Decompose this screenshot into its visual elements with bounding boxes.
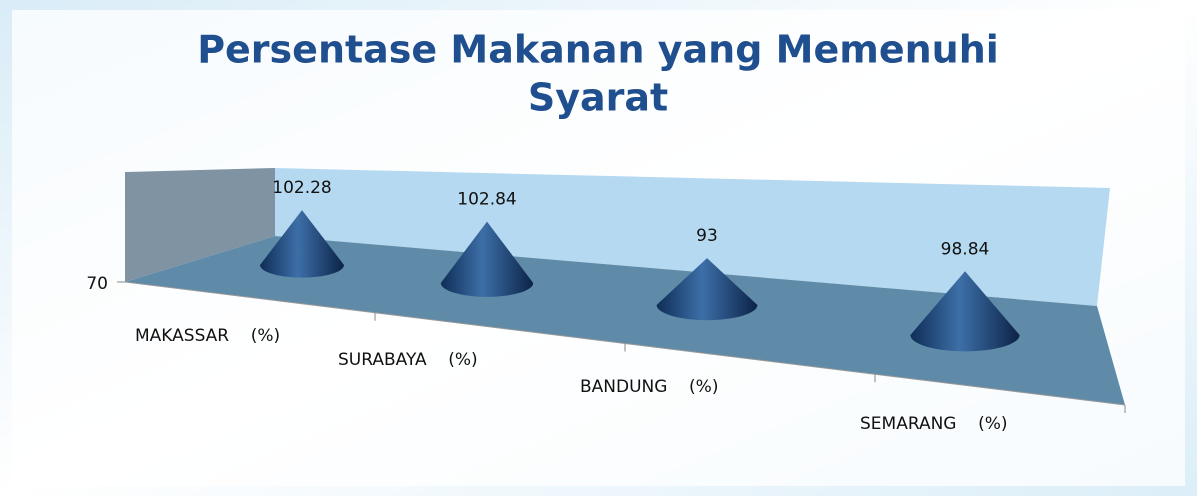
back-wall: [275, 168, 1110, 306]
cone-body: [656, 258, 758, 321]
cone-body: [440, 221, 534, 297]
floor: [125, 236, 1125, 405]
data-label: 102.84: [457, 190, 516, 210]
chart-title: Persentase Makanan yang Memenuhi: [197, 28, 999, 72]
x-tick-label: BANDUNG (%): [580, 377, 718, 397]
y-tick-label: 70: [86, 274, 108, 294]
cone: [440, 221, 534, 297]
data-label: 93: [696, 226, 718, 246]
cone-body: [260, 210, 344, 278]
side-wall: [125, 168, 275, 282]
x-tick-label: SURABAYA (%): [338, 350, 478, 370]
x-tick-label: SEMARANG (%): [860, 414, 1008, 434]
cone-body: [910, 271, 1020, 352]
chart-title: Syarat: [528, 76, 668, 120]
x-tick-label: MAKASSAR (%): [135, 326, 280, 346]
cone: [260, 210, 344, 278]
cone: [656, 258, 758, 321]
data-label: 98.84: [941, 239, 990, 259]
cone: [910, 271, 1020, 352]
data-label: 102.28: [272, 178, 331, 198]
